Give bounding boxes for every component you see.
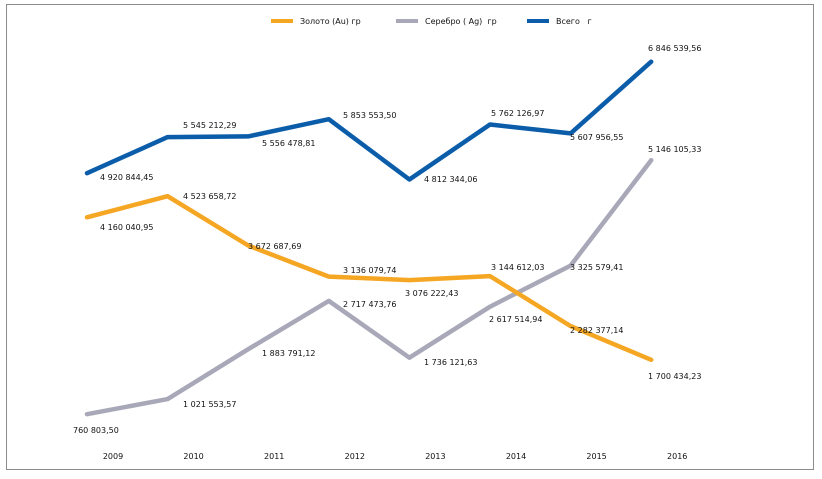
chart-frame: [6, 4, 814, 470]
x-tick-label: 2013: [425, 452, 445, 461]
data-label: 4 812 344,06: [424, 175, 477, 184]
data-label: 3 672 687,69: [248, 242, 301, 251]
x-tick-label: 2010: [183, 452, 203, 461]
x-tick-label: 2015: [586, 452, 606, 461]
data-label: 5 853 553,50: [343, 111, 396, 120]
x-tick-label: 2009: [103, 452, 123, 461]
legend-item: Серебро ( Ag) гр: [396, 17, 497, 26]
legend-item: Всего г: [527, 17, 592, 26]
data-label: 2 282 377,14: [570, 326, 623, 335]
x-tick-label: 2014: [506, 452, 526, 461]
data-label: 760 803,50: [73, 426, 119, 435]
data-label: 4 920 844,45: [100, 173, 153, 182]
data-label: 4 523 658,72: [183, 192, 236, 201]
data-label: 5 146 105,33: [648, 145, 701, 154]
legend-label: Золото (Au) гр: [300, 17, 361, 26]
data-label: 3 136 079,74: [343, 266, 396, 275]
data-label: 5 556 478,81: [262, 139, 315, 148]
legend-label: Серебро ( Ag) гр: [425, 17, 497, 26]
data-label: 2 717 473,76: [343, 300, 396, 309]
data-label: 1 021 553,57: [183, 400, 236, 409]
data-label: 6 846 539,56: [648, 44, 701, 53]
data-label: 1 700 434,23: [648, 372, 701, 381]
series-line-2: [84, 59, 654, 182]
data-label: 4 160 040,95: [100, 223, 153, 232]
data-label: 5 607 956,55: [570, 133, 623, 142]
data-label: 3 144 612,03: [491, 263, 544, 272]
data-label: 5 545 212,29: [183, 121, 236, 130]
x-tick-label: 2011: [264, 452, 284, 461]
legend-label: Всего г: [556, 17, 592, 26]
data-label: 3 325 579,41: [570, 263, 623, 272]
data-label: 1 883 791,12: [262, 349, 315, 358]
x-tick-label: 2016: [667, 452, 687, 461]
legend-item: Золото (Au) гр: [271, 17, 361, 26]
data-label: 1 736 121,63: [424, 358, 477, 367]
x-tick-label: 2012: [345, 452, 365, 461]
data-label: 2 617 514,94: [489, 315, 542, 324]
series-line-0: [84, 193, 654, 363]
data-label: 3 076 222,43: [405, 289, 458, 298]
data-label: 5 762 126,97: [491, 109, 544, 118]
series-line-1: [84, 157, 654, 417]
